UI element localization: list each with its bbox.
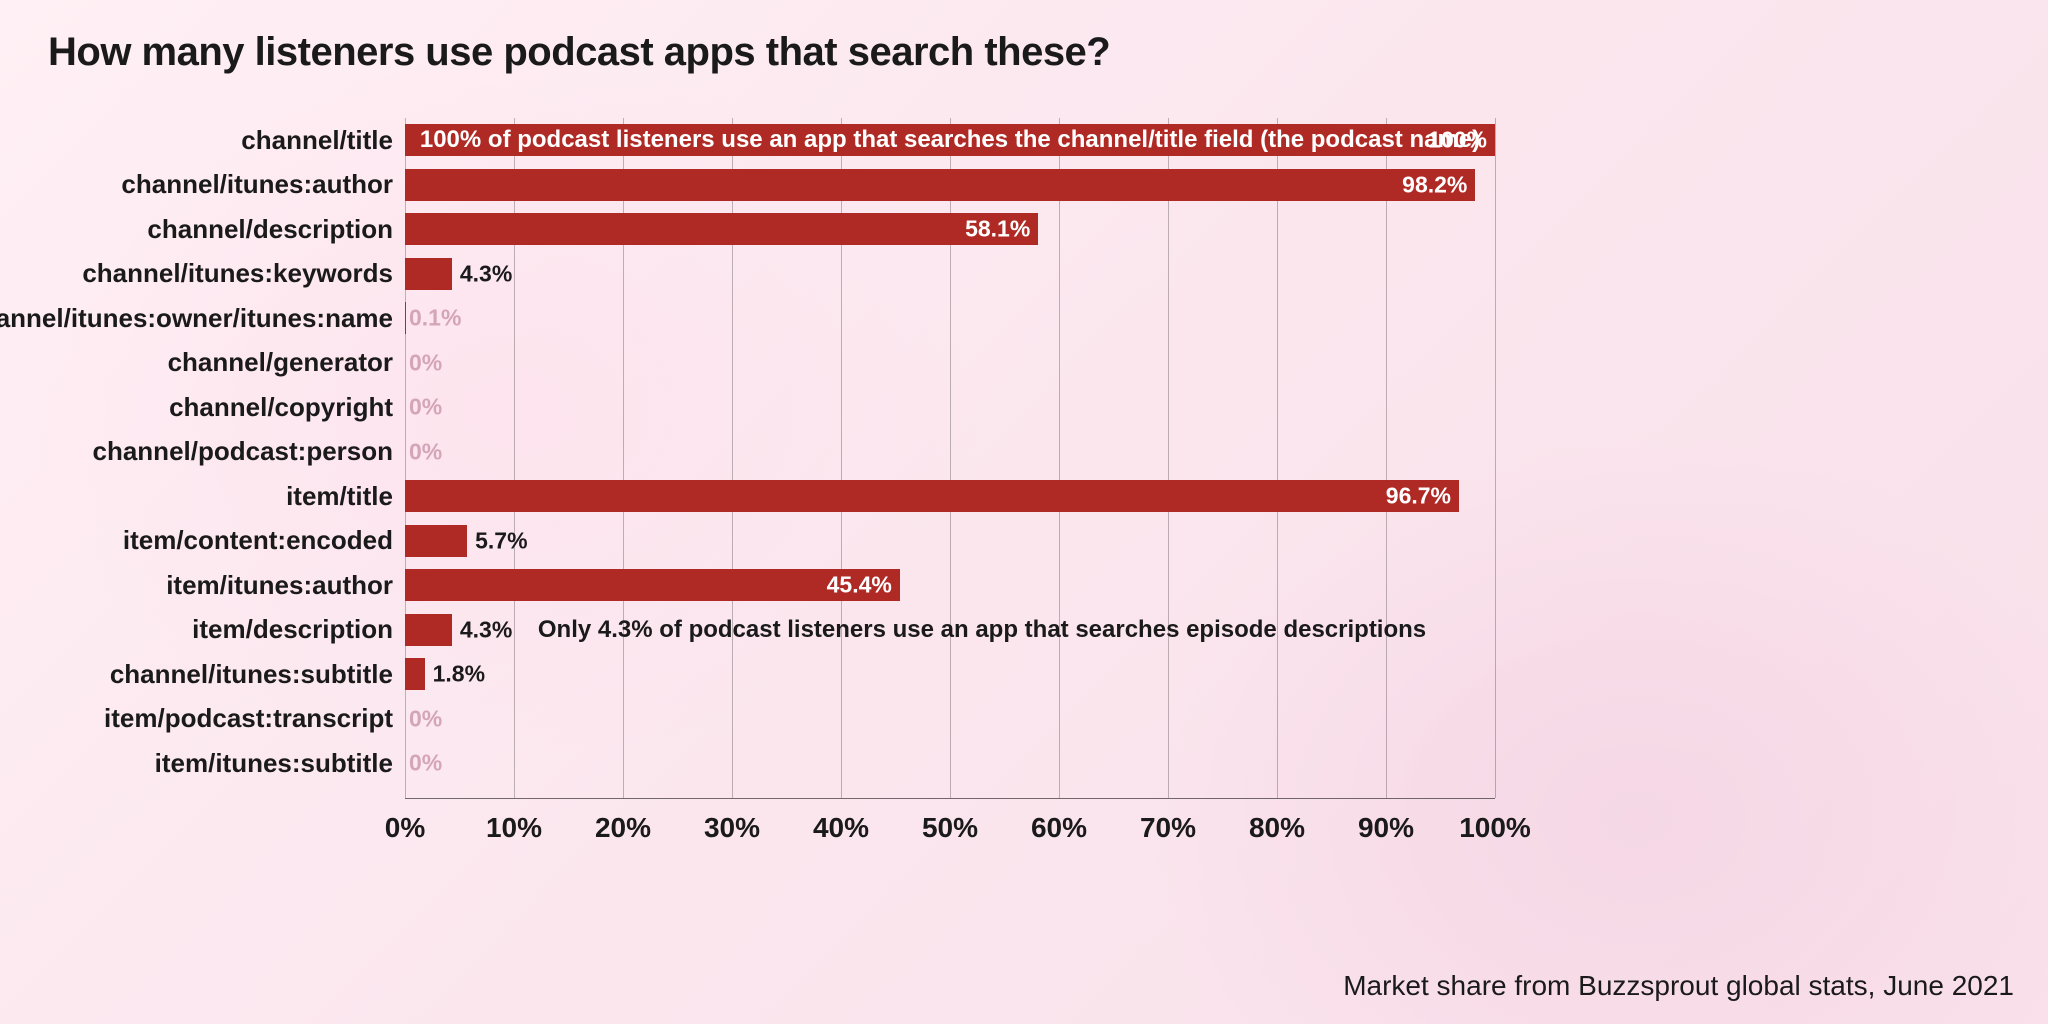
bar: 45.4% — [405, 569, 900, 601]
bar-row: item/itunes:author45.4% — [405, 569, 1495, 601]
bar: 5.7% — [405, 525, 467, 557]
y-axis-label: channel/title — [241, 125, 393, 156]
bar-row: channel/itunes:owner/itunes:name0.1% — [405, 302, 1495, 334]
x-tick-label: 100% — [1459, 812, 1531, 844]
bar-row: channel/copyright0% — [405, 391, 1495, 423]
bar-row: item/title96.7% — [405, 480, 1495, 512]
x-tick-label: 40% — [813, 812, 869, 844]
chart-footer: Market share from Buzzsprout global stat… — [1343, 970, 2014, 1002]
y-axis-label: channel/podcast:person — [93, 436, 394, 467]
x-tick-label: 80% — [1249, 812, 1305, 844]
bar-value-label: 0% — [409, 438, 442, 465]
x-axis — [405, 798, 1495, 799]
chart-area: 0% 10% 20% 30% 40% 50% 60% 70% 80% 90% 100% channe… — [60, 118, 1840, 888]
y-axis-label: channel/copyright — [169, 392, 393, 423]
bar-value-label: 1.8% — [433, 661, 485, 688]
bar-row: channel/itunes:author98.2% — [405, 169, 1495, 201]
bar-value-label: 4.3% — [460, 616, 512, 643]
bar: 98.2% — [405, 169, 1475, 201]
bar-row: channel/itunes:subtitle1.8% — [405, 658, 1495, 690]
bar-row: channel/generator0% — [405, 347, 1495, 379]
bar-annotation: 100% of podcast listeners use an app tha… — [420, 126, 1480, 154]
bar: 4.3% — [405, 258, 452, 290]
y-axis-label: channel/description — [147, 214, 393, 245]
y-axis-label: item/title — [286, 481, 393, 512]
y-axis-label: item/itunes:subtitle — [155, 748, 393, 779]
bar-row: item/itunes:subtitle0% — [405, 747, 1495, 779]
bar-row: item/description4.3%Only 4.3% of podcast… — [405, 614, 1495, 646]
bar-value-label: 45.4% — [827, 572, 892, 599]
bar-value-label: 0% — [409, 394, 442, 421]
bar-row: channel/title100%100% of podcast listene… — [405, 124, 1495, 156]
bar — [405, 302, 406, 334]
y-axis-label: channel/itunes:owner/itunes:name — [0, 303, 393, 334]
bar-value-label: 58.1% — [965, 216, 1030, 243]
y-axis-label: channel/itunes:author — [121, 169, 393, 200]
bar-value-label: 96.7% — [1386, 483, 1451, 510]
x-tick-label: 90% — [1358, 812, 1414, 844]
bar-row: item/podcast:transcript0% — [405, 703, 1495, 735]
y-axis-label: item/podcast:transcript — [104, 703, 393, 734]
chart-canvas: How many listeners use podcast apps that… — [0, 0, 2048, 1024]
bar: 4.3% — [405, 614, 452, 646]
bar: 100%100% of podcast listeners use an app… — [405, 124, 1495, 156]
bar-row: channel/itunes:keywords4.3% — [405, 258, 1495, 290]
bar-row: item/content:encoded5.7% — [405, 525, 1495, 557]
y-axis-label: item/itunes:author — [166, 570, 393, 601]
bar-value-label: 4.3% — [460, 260, 512, 287]
y-axis-label: channel/generator — [168, 347, 393, 378]
bar-annotation: Only 4.3% of podcast listeners use an ap… — [538, 616, 1426, 644]
x-tick-label: 30% — [704, 812, 760, 844]
y-axis-label: channel/itunes:subtitle — [110, 659, 393, 690]
bar-value-label: 0.1% — [409, 305, 461, 332]
x-tick-label: 60% — [1031, 812, 1087, 844]
grid-line — [1495, 118, 1496, 798]
x-tick-label: 20% — [595, 812, 651, 844]
bar-value-label: 0% — [409, 349, 442, 376]
bar-value-label: 5.7% — [475, 527, 527, 554]
bar: 58.1% — [405, 213, 1038, 245]
x-tick-label: 50% — [922, 812, 978, 844]
x-tick-label: 0% — [385, 812, 425, 844]
y-axis-label: channel/itunes:keywords — [82, 258, 393, 289]
bar-value-label: 0% — [409, 750, 442, 777]
bar: 96.7% — [405, 480, 1459, 512]
bar-value-label: 0% — [409, 705, 442, 732]
bar-value-label: 98.2% — [1402, 171, 1467, 198]
bar: 1.8% — [405, 658, 425, 690]
bar-row: channel/description58.1% — [405, 213, 1495, 245]
y-axis-label: item/description — [192, 614, 393, 645]
x-tick-label: 70% — [1140, 812, 1196, 844]
chart-title: How many listeners use podcast apps that… — [48, 30, 1110, 75]
x-tick-label: 10% — [486, 812, 542, 844]
y-axis-label: item/content:encoded — [123, 525, 393, 556]
bar-row: channel/podcast:person0% — [405, 436, 1495, 468]
